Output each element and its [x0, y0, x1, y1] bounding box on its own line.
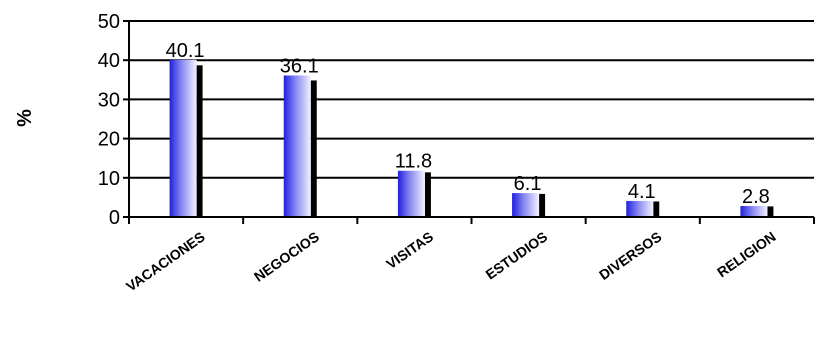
data-label: 36.1	[280, 55, 319, 77]
x-tick-label: NEGOCIOS	[251, 228, 322, 284]
bar-shadow	[767, 206, 774, 217]
data-label: 11.8	[395, 151, 432, 173]
y-tick-label: 50	[98, 11, 120, 33]
y-axis-title: %	[14, 109, 36, 127]
x-tick-label: VACACIONES	[123, 228, 208, 294]
bar	[512, 193, 540, 217]
x-tick-label: RELIGION	[714, 228, 779, 280]
data-label: 6.1	[514, 173, 542, 195]
bar	[740, 206, 768, 217]
bar-shadow	[539, 193, 546, 217]
y-tick-label: 30	[98, 89, 120, 111]
bars	[169, 59, 774, 217]
bar	[626, 200, 654, 217]
x-tick-label: DIVERSOS	[596, 228, 664, 283]
bar-shadow	[424, 172, 431, 217]
data-label: 4.1	[628, 181, 656, 203]
x-tick-label: ESTUDIOS	[482, 228, 550, 282]
data-label: 40.1	[166, 40, 205, 62]
bar-shadow	[653, 201, 660, 217]
bar	[283, 75, 311, 217]
y-tick-label: 0	[109, 207, 120, 229]
axes	[123, 20, 815, 224]
y-tick-label: 20	[98, 129, 120, 151]
bar	[169, 59, 197, 217]
data-label: 2.8	[742, 186, 770, 208]
x-tick-label: VISITAS	[383, 228, 436, 272]
bar-shadow	[196, 65, 203, 217]
bar	[397, 170, 425, 217]
y-tick-label: 40	[98, 50, 120, 72]
gridlines	[129, 20, 814, 179]
bar-shadow	[310, 80, 317, 217]
y-tick-label: 10	[98, 168, 120, 190]
